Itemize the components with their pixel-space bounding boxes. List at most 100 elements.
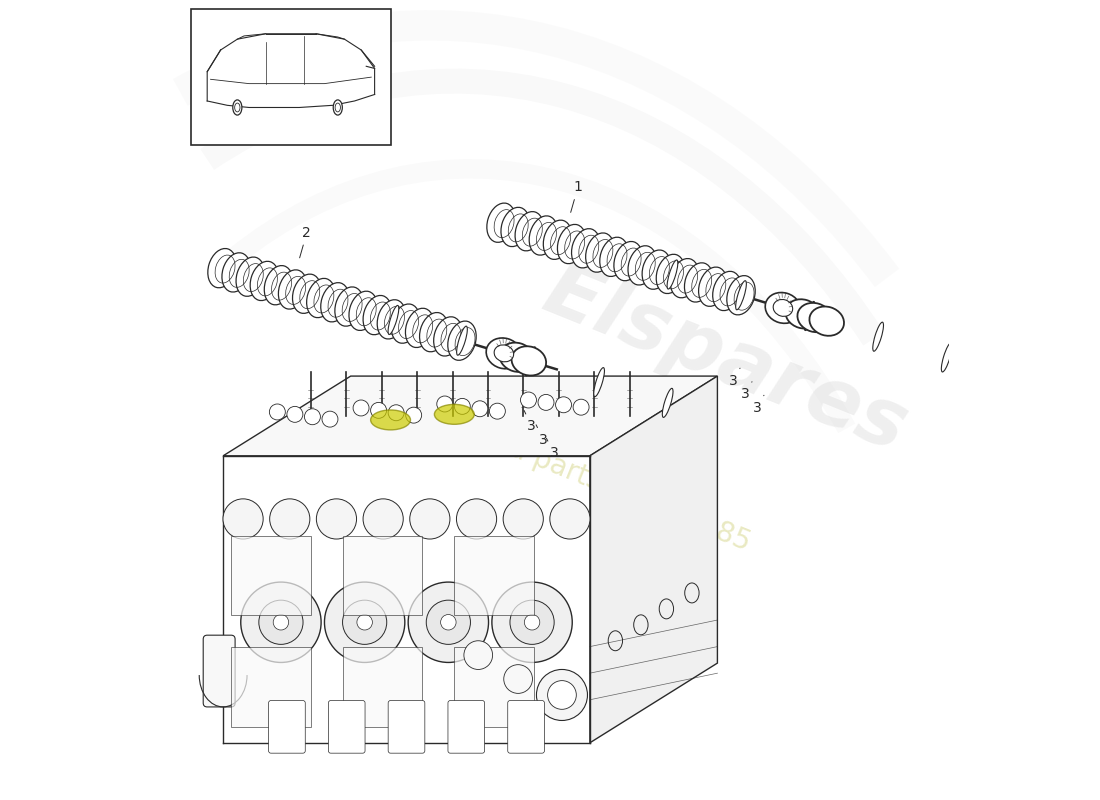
Ellipse shape [419,313,448,352]
Bar [343,535,422,615]
Circle shape [537,670,587,721]
Circle shape [538,394,554,410]
Circle shape [503,499,543,539]
Circle shape [441,614,456,630]
Circle shape [427,600,471,644]
Circle shape [363,499,404,539]
Circle shape [223,499,263,539]
Circle shape [270,404,285,420]
Ellipse shape [334,287,363,326]
Text: 3: 3 [547,438,559,460]
Circle shape [525,614,540,630]
Circle shape [270,499,310,539]
Circle shape [406,407,421,423]
Ellipse shape [234,103,240,112]
Ellipse shape [608,630,623,650]
FancyBboxPatch shape [329,701,365,753]
Ellipse shape [529,216,558,255]
Circle shape [556,397,572,413]
Ellipse shape [525,347,536,376]
FancyBboxPatch shape [204,635,235,707]
Ellipse shape [657,254,684,294]
Ellipse shape [377,300,406,339]
Ellipse shape [543,220,572,259]
Ellipse shape [727,276,756,315]
FancyBboxPatch shape [388,701,425,753]
Ellipse shape [293,274,321,314]
Ellipse shape [558,225,586,264]
Ellipse shape [278,270,307,309]
Bar [454,647,535,727]
Ellipse shape [634,615,648,634]
Circle shape [510,600,554,644]
Ellipse shape [349,291,377,330]
Circle shape [287,406,303,422]
Ellipse shape [773,299,793,316]
Circle shape [324,582,405,662]
Ellipse shape [942,343,952,372]
Ellipse shape [307,278,336,318]
Text: 3: 3 [536,425,548,447]
Circle shape [241,582,321,662]
Bar [343,647,422,727]
Circle shape [410,499,450,539]
Text: a parts since 1985: a parts since 1985 [505,434,755,557]
Circle shape [548,681,576,710]
Ellipse shape [233,100,242,115]
Ellipse shape [662,388,673,418]
Circle shape [472,401,487,417]
Circle shape [573,399,590,415]
Bar [231,647,311,727]
Circle shape [454,398,471,414]
Circle shape [490,403,505,419]
Circle shape [504,665,532,694]
Ellipse shape [659,599,673,619]
Ellipse shape [585,233,614,272]
Ellipse shape [499,342,535,372]
Text: 3: 3 [729,368,740,388]
Ellipse shape [804,302,815,330]
Circle shape [371,402,386,418]
Ellipse shape [798,303,832,332]
Ellipse shape [336,103,340,112]
FancyBboxPatch shape [508,701,544,753]
Ellipse shape [433,317,462,356]
Ellipse shape [684,583,700,603]
Circle shape [258,600,303,644]
Ellipse shape [208,249,236,288]
Circle shape [437,396,453,412]
Ellipse shape [486,338,521,369]
Circle shape [273,614,288,630]
Circle shape [322,411,338,427]
Ellipse shape [392,304,420,343]
Ellipse shape [434,404,474,424]
Circle shape [317,499,356,539]
Ellipse shape [494,345,514,362]
Bar [231,535,311,615]
Text: Elspares: Elspares [532,252,918,468]
Circle shape [305,409,320,425]
Text: 1: 1 [571,180,582,212]
Polygon shape [590,376,717,743]
Ellipse shape [642,250,671,290]
Text: 3: 3 [752,395,764,415]
Ellipse shape [512,346,546,375]
Circle shape [388,405,404,421]
Circle shape [464,641,493,670]
Ellipse shape [236,257,264,296]
Ellipse shape [250,262,278,301]
Ellipse shape [487,203,515,242]
Bar [191,10,390,145]
Ellipse shape [594,368,605,397]
Ellipse shape [371,410,410,430]
Ellipse shape [713,271,741,310]
Ellipse shape [333,100,342,115]
Ellipse shape [698,267,727,306]
Ellipse shape [500,207,529,246]
Circle shape [356,614,373,630]
Polygon shape [223,376,717,456]
Ellipse shape [222,253,251,292]
Circle shape [408,582,488,662]
Ellipse shape [448,321,476,360]
Circle shape [456,499,496,539]
